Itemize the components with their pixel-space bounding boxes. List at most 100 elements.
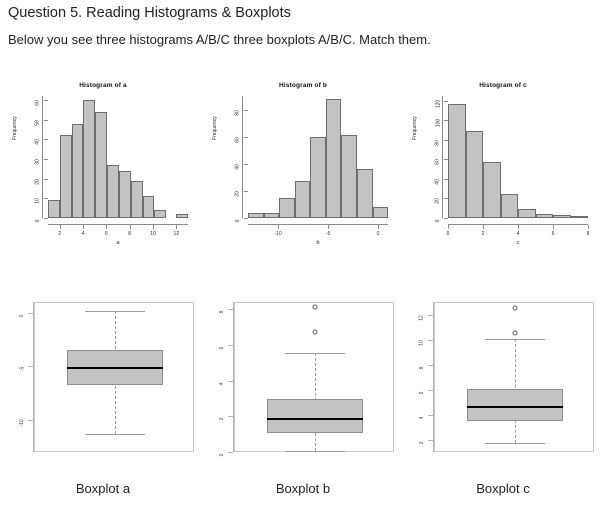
histogram-c-xaxis: 0 2 4 6 8 <box>447 224 589 237</box>
boxplot-outlier-point <box>512 305 518 311</box>
y-axis-tick <box>244 163 248 165</box>
histogram-bar <box>263 212 280 218</box>
y-axis-tick-label: 8 <box>419 366 425 369</box>
histogram-b-title: Histogram of b <box>279 82 327 89</box>
y-axis-tick-label: 60 <box>435 159 441 166</box>
y-axis-tick <box>428 314 433 316</box>
y-axis-tick <box>244 190 248 192</box>
histogram-bar <box>248 212 264 218</box>
boxplot-median-line <box>67 367 163 370</box>
histogram-a-xaxis: 2 4 6 8 10 12 <box>48 224 188 237</box>
y-axis-tick-label: 0 <box>435 219 441 223</box>
histogram-bar <box>59 135 72 218</box>
y-axis-tick-label: 20 <box>435 198 441 205</box>
histogram-bar <box>341 135 357 218</box>
boxplot-iqr-box <box>267 399 363 434</box>
histogram-bar <box>310 136 326 218</box>
x-axis-tick <box>59 225 61 229</box>
y-axis-tick <box>228 309 233 311</box>
boxplot-upper-whisker-cap <box>85 310 145 312</box>
y-axis-tick-label: 100 <box>435 119 441 128</box>
y-axis-tick-label: 0 <box>219 453 225 457</box>
y-axis-tick-label: 80 <box>435 140 441 146</box>
y-axis-tick <box>444 218 448 219</box>
histogram-b-xaxis: -10 -5 0 <box>248 224 388 237</box>
histogram-bar <box>372 207 389 218</box>
histogram-bar <box>294 181 311 218</box>
histogram-c-yaxis: 0 20 40 60 80 100 120 <box>435 96 448 222</box>
y-axis-tick <box>428 414 433 416</box>
y-axis-tick <box>444 120 448 122</box>
x-axis-tick <box>176 225 178 229</box>
x-axis-tick-label: 6 <box>551 231 555 237</box>
y-axis-tick <box>28 312 33 314</box>
boxplot-iqr-box <box>467 389 563 421</box>
histogram-panel-c: Histogram of c Frequency 0 20 40 60 80 100 120… <box>402 78 604 270</box>
y-axis-tick-label: 20 <box>235 191 241 197</box>
histogram-a-title: Histogram of a <box>79 82 127 89</box>
histogram-bar <box>107 164 119 218</box>
x-axis-tick <box>553 225 554 229</box>
boxplot-upper-whisker-cap <box>485 339 545 341</box>
boxplot-lower-whisker-cap <box>485 443 545 444</box>
y-axis-tick <box>444 100 448 102</box>
y-axis-tick-label: 0 <box>19 314 25 318</box>
boxplot-c-caption: Boxplot c <box>476 481 530 496</box>
y-axis-tick-label: 80 <box>235 109 241 116</box>
x-axis-tick-label: 0 <box>446 231 450 237</box>
y-axis-tick <box>228 452 233 453</box>
y-axis-tick-label: 0 <box>35 219 41 223</box>
x-axis-tick-label: 0 <box>376 231 380 237</box>
histogram-bar <box>535 214 553 218</box>
x-axis-tick-label: 12 <box>173 231 180 237</box>
y-axis-tick-label: 6 <box>219 346 225 350</box>
x-axis-tick <box>328 225 329 229</box>
y-axis-tick-label: 10 <box>35 198 41 205</box>
y-axis-tick-label: 40 <box>435 179 441 185</box>
histogram-a-bars <box>48 96 188 218</box>
histogram-a-xlabel: a <box>116 240 120 246</box>
histogram-bar <box>279 197 295 218</box>
histogram-b-plot <box>248 96 389 218</box>
boxplot-b-yaxis: 8 6 4 2 0 <box>219 302 234 456</box>
y-axis-tick <box>28 366 33 368</box>
x-axis-tick-label: 2 <box>481 231 485 237</box>
histogram-bar <box>176 214 188 218</box>
y-axis-tick-label: 50 <box>35 119 41 126</box>
y-axis-tick <box>44 139 48 141</box>
histogram-bar <box>325 98 342 218</box>
x-axis-tick <box>378 225 379 229</box>
y-axis-tick <box>244 218 248 219</box>
x-axis-tick <box>518 225 519 229</box>
boxplot-c-frame <box>434 302 594 452</box>
histogram-a-plot <box>48 96 188 218</box>
y-axis-tick <box>28 419 33 421</box>
x-axis-tick <box>448 225 449 229</box>
y-axis-tick <box>44 198 48 200</box>
y-axis-tick-label: 4 <box>219 382 225 385</box>
y-axis-tick-label: 60 <box>35 100 41 106</box>
x-axis-tick-label: 10 <box>150 231 156 237</box>
y-axis-tick <box>44 99 48 101</box>
y-axis-tick <box>244 109 248 111</box>
boxplot-panel-b: 8 6 4 2 0 <box>202 292 404 464</box>
x-axis-tick <box>278 225 279 229</box>
histogram-bar <box>356 169 373 218</box>
x-axis-tick-label: -10 <box>274 231 282 237</box>
boxplot-a-caption: Boxplot a <box>75 481 131 496</box>
y-axis-tick-label: 8 <box>219 310 225 314</box>
y-axis-tick-label: 40 <box>35 139 41 146</box>
boxplot-b-caption: Boxplot b <box>275 481 331 496</box>
y-axis-tick-label: 30 <box>35 159 41 165</box>
boxplot-outlier-point <box>512 330 518 336</box>
x-axis-tick <box>129 225 131 229</box>
histogram-b-ylabel: Frequency <box>212 116 218 140</box>
y-axis-tick <box>228 380 233 382</box>
histogram-c-title: Histogram of c <box>479 82 527 89</box>
histogram-bar <box>465 131 483 218</box>
y-axis-tick-label: 10 <box>419 339 425 346</box>
histogram-bar <box>518 209 536 218</box>
histogram-c-plot <box>448 96 588 218</box>
boxplot-median-line <box>267 418 363 421</box>
y-axis-tick-label: -10 <box>19 419 25 427</box>
